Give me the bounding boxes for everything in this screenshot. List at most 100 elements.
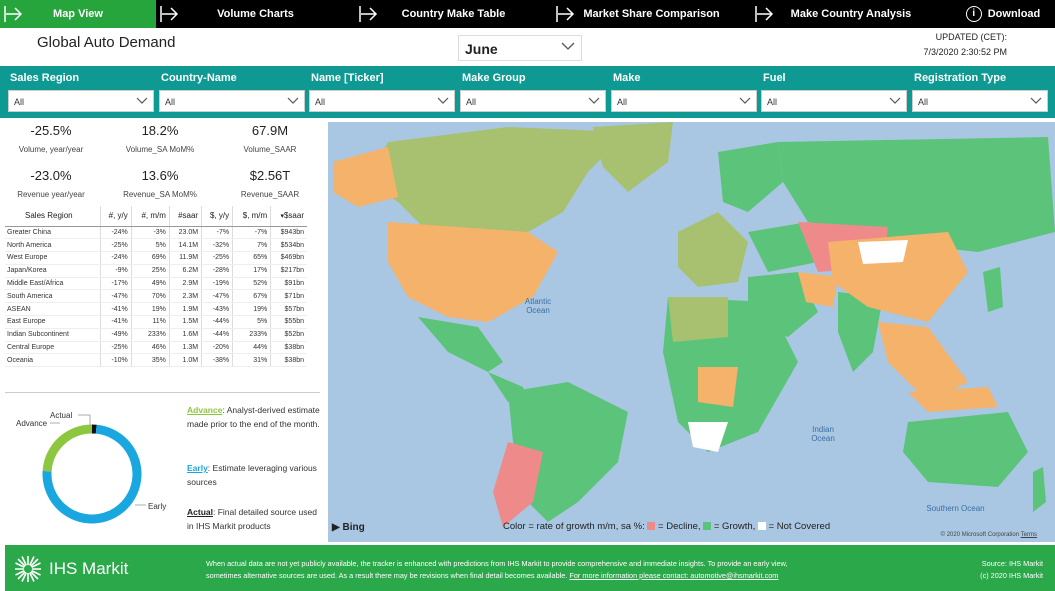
tab-country-make-table[interactable]: Country Make Table bbox=[355, 0, 552, 28]
table-row[interactable]: West Europe -24% 69% 11.9M -25% 65% $469bn bbox=[5, 251, 307, 265]
filter-make: Make All bbox=[611, 66, 757, 112]
updated-label: UPDATED (CET): bbox=[935, 32, 1007, 42]
world-map[interactable]: Atlantic Ocean Indian Ocean Southern Oce… bbox=[328, 122, 1055, 542]
download-button[interactable]: i Download bbox=[951, 0, 1055, 28]
value-cell: $217bn bbox=[270, 264, 307, 278]
tab-volume-charts[interactable]: Volume Charts bbox=[156, 0, 355, 28]
region-southeast-asia[interactable] bbox=[878, 322, 968, 402]
table-row[interactable]: Oceania -10% 35% 1.0M -38% 31% $38bn bbox=[5, 353, 307, 368]
value-cell: -3% bbox=[131, 226, 170, 240]
region-new-zealand[interactable] bbox=[1033, 467, 1046, 512]
value-cell: -44% bbox=[201, 328, 234, 342]
filter-dropdown[interactable]: All bbox=[159, 90, 305, 112]
table-row[interactable]: Greater China -24% -3% 23.0M -7% -7% $943bn bbox=[5, 226, 307, 240]
filter-dropdown[interactable]: All bbox=[8, 90, 154, 112]
tab-market-share-comparison[interactable]: Market Share Comparison bbox=[552, 0, 751, 28]
value-cell: -19% bbox=[201, 277, 234, 291]
region-greenland[interactable] bbox=[593, 122, 673, 192]
filter-value: All bbox=[466, 97, 477, 107]
region-west-europe[interactable] bbox=[678, 212, 748, 287]
donut-label-actual: Actual bbox=[50, 411, 72, 420]
filter-value: All bbox=[165, 97, 176, 107]
filter-dropdown[interactable]: All bbox=[761, 90, 907, 112]
value-cell: 1.5M bbox=[169, 315, 203, 329]
value-cell: -9% bbox=[100, 264, 132, 278]
disclaimer-line2: sometimes alternative sources are used. … bbox=[206, 571, 568, 580]
filter-dropdown[interactable]: All bbox=[611, 90, 757, 112]
table-row[interactable]: ASEAN -41% 19% 1.9M -43% 19% $57bn bbox=[5, 302, 307, 317]
region-canada[interactable] bbox=[368, 127, 628, 242]
region-nordics[interactable] bbox=[718, 142, 783, 212]
kpi-revenue-mom: 13.6% Revenue_SA MoM% bbox=[112, 168, 208, 199]
table-row[interactable]: Middle East/Africa -17% 49% 2.9M -19% 52% $91b… bbox=[5, 277, 307, 291]
table-row[interactable]: South America -47% 70% 2.3M -47% 67% $71bn bbox=[5, 289, 307, 304]
table-row[interactable]: Indian Subcontinent -49% 233% 1.6M -44% 233% $… bbox=[5, 328, 307, 342]
contact-link[interactable]: For more information please contact: aut… bbox=[569, 571, 779, 580]
value-cell: 23.0M bbox=[169, 226, 203, 240]
region-usa[interactable] bbox=[388, 222, 558, 322]
region-alaska[interactable] bbox=[333, 147, 398, 207]
filter-fuel: Fuel All bbox=[761, 66, 907, 112]
table-row[interactable]: Central Europe -25% 46% 1.3M -20% 44% $38bn bbox=[5, 341, 307, 355]
col-header[interactable]: Sales Region bbox=[5, 206, 101, 227]
chevron-down-icon bbox=[588, 97, 600, 104]
region-name-cell: South America bbox=[5, 289, 101, 304]
donut-label-early: Early bbox=[148, 502, 166, 511]
col-header[interactable]: #, m/m bbox=[131, 206, 170, 227]
tab-map-view[interactable]: Map View bbox=[0, 0, 156, 28]
region-north-africa[interactable] bbox=[668, 297, 728, 342]
donut-segment-advance[interactable] bbox=[42, 424, 93, 472]
col-header-sorted[interactable]: ▾$saar bbox=[270, 206, 307, 227]
region-name-cell: East Europe bbox=[5, 315, 101, 329]
region-iran[interactable] bbox=[798, 272, 838, 307]
ihs-markit-logo: IHS Markit bbox=[13, 554, 128, 584]
region-name-cell: North America bbox=[5, 238, 101, 253]
region-japan[interactable] bbox=[983, 267, 1003, 312]
region-russia[interactable] bbox=[778, 137, 1055, 252]
footer: IHS Markit When actual data are not yet … bbox=[5, 545, 1055, 591]
filter-dropdown[interactable]: All bbox=[309, 90, 455, 112]
value-cell: 17% bbox=[232, 264, 272, 278]
region-indonesia[interactable] bbox=[908, 387, 998, 412]
legend-early-text: : Estimate leveraging various sources bbox=[187, 463, 317, 487]
col-header[interactable]: $, y/y bbox=[201, 206, 234, 227]
value-cell: -7% bbox=[201, 226, 234, 240]
table-header-row: Sales Region #, y/y #, m/m #saar $, y/y … bbox=[5, 206, 307, 227]
table-row[interactable]: East Europe -41% 11% 1.5M -44% 5% $55bn bbox=[5, 315, 307, 329]
region-mexico[interactable] bbox=[418, 317, 503, 372]
filter-dropdown[interactable]: All bbox=[460, 90, 606, 112]
donut-segment-early[interactable] bbox=[42, 424, 142, 524]
filter-label: Make bbox=[613, 72, 641, 84]
col-header[interactable]: #saar bbox=[169, 206, 203, 227]
terms-link[interactable]: Terms bbox=[1020, 532, 1037, 538]
value-cell: 49% bbox=[131, 277, 170, 291]
value-cell: $38bn bbox=[270, 353, 307, 368]
value-cell: -41% bbox=[100, 302, 132, 317]
col-header[interactable]: #, y/y bbox=[100, 206, 132, 227]
region-central-africa[interactable] bbox=[698, 367, 738, 407]
filter-country-name: Country-Name All bbox=[159, 66, 305, 112]
data-source-donut: Actual Advance Early bbox=[16, 411, 166, 524]
kpi-label: Revenue_SA MoM% bbox=[123, 190, 197, 199]
region-argentina[interactable] bbox=[493, 442, 543, 527]
region-australia[interactable] bbox=[903, 412, 1028, 487]
table-row[interactable]: Japan/Korea -9% 25% 6.2M -28% 17% $217bn bbox=[5, 264, 307, 278]
filter-dropdown[interactable]: All bbox=[912, 90, 1048, 112]
region-name-cell: Indian Subcontinent bbox=[5, 328, 101, 342]
map-canvas[interactable] bbox=[328, 122, 1055, 542]
col-header[interactable]: $, m/m bbox=[232, 206, 272, 227]
region-india[interactable] bbox=[838, 292, 883, 372]
region-south-america[interactable] bbox=[508, 382, 628, 522]
tab-make-country-analysis[interactable]: Make Country Analysis bbox=[751, 0, 951, 28]
value-cell: $55bn bbox=[270, 315, 307, 329]
value-cell: 11.9M bbox=[169, 251, 203, 265]
month-dropdown[interactable]: June bbox=[458, 35, 582, 61]
value-cell: -28% bbox=[201, 264, 234, 278]
filter-registration-type: Registration Type All bbox=[912, 66, 1048, 112]
value-cell: -25% bbox=[201, 251, 234, 265]
region-mongolia[interactable] bbox=[858, 240, 908, 264]
region-east-europe[interactable] bbox=[748, 222, 818, 272]
region-southern-africa[interactable] bbox=[688, 422, 728, 452]
arrow-icon bbox=[556, 5, 576, 23]
table-row[interactable]: North America -25% 5% 14.1M -32% 7% $534bn bbox=[5, 238, 307, 253]
